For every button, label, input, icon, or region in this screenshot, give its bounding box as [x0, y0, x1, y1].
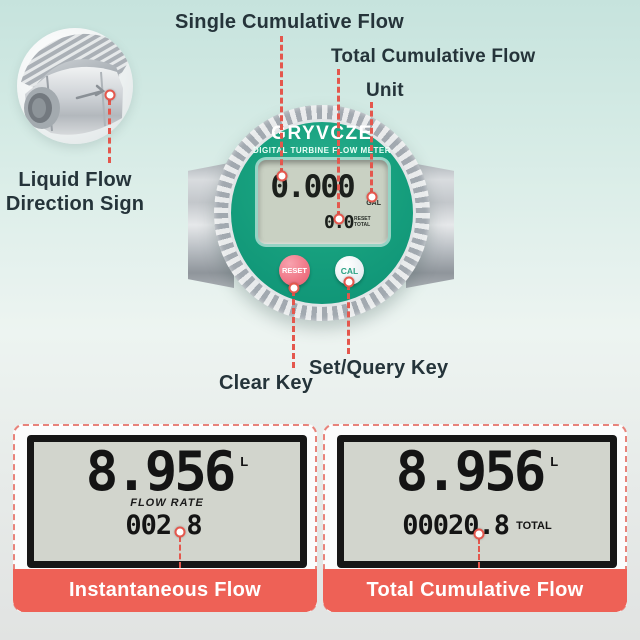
- label-liquid-flow-line2: Direction Sign: [5, 193, 145, 215]
- panel-leader-line: [478, 538, 480, 568]
- leader-dot-clear-key: [288, 282, 300, 294]
- leader-line-single-cumulative: [280, 36, 283, 174]
- flow-direction-inset-photo: [17, 28, 133, 144]
- leader-dot-flow-direction: [104, 89, 116, 101]
- label-liquid-flow-direction: Liquid Flow Direction Sign: [0, 168, 150, 216]
- label-set-query-key: Set/Query Key: [309, 357, 449, 379]
- leader-dot-total-cumulative: [333, 213, 345, 225]
- leader-dot-single-cumulative: [276, 170, 288, 182]
- metal-fitting-illustration: [21, 33, 131, 135]
- instantaneous-flow-banner: Instantaneous Flow: [13, 569, 317, 612]
- flow-direction-arrow-icon: [75, 84, 106, 100]
- label-single-cumulative-flow: Single Cumulative Flow: [175, 11, 404, 33]
- leader-dot-set-query-key: [343, 276, 355, 288]
- label-liquid-flow-line1: Liquid Flow: [18, 169, 132, 191]
- lcd-unit: L: [240, 454, 249, 469]
- leader-line-clear-key: [292, 290, 295, 368]
- device-flag-total: TOTAL: [354, 222, 371, 228]
- label-unit: Unit: [366, 80, 404, 101]
- panel-leader-dot: [174, 526, 186, 538]
- leader-line-unit: [370, 102, 373, 194]
- leader-line-total-cumulative: [337, 69, 340, 217]
- reset-button: RESET: [279, 255, 310, 286]
- instantaneous-flow-panel: 8.956 L FLOW RATE 002.8 Instantaneous Fl…: [13, 424, 317, 612]
- lcd-sub-value: 002.8: [125, 510, 202, 541]
- lcd-screen: 8.956 L FLOW RATE 002.8: [34, 442, 300, 561]
- device-lcd-flags: RESET TOTAL: [354, 216, 371, 228]
- leader-dot-unit: [366, 191, 378, 203]
- lcd-unit: L: [550, 454, 559, 469]
- total-cumulative-flow-panel: 8.956 L 00020.8 TOTAL Total Cumulative F…: [323, 424, 627, 612]
- lcd-frame: 8.956 L 00020.8 TOTAL: [337, 435, 617, 568]
- lcd-main-value: 8.956: [395, 440, 547, 503]
- label-total-cumulative-flow: Total Cumulative Flow: [331, 46, 536, 67]
- panel-leader-dot: [473, 528, 485, 540]
- lcd-screen: 8.956 L 00020.8 TOTAL: [344, 442, 610, 561]
- lcd-sub-suffix: TOTAL: [516, 519, 552, 532]
- lcd-frame: 8.956 L FLOW RATE 002.8: [27, 435, 307, 568]
- device-flag-reset: RESET: [354, 216, 371, 222]
- lcd-mid-label: FLOW RATE: [130, 497, 204, 509]
- lcd-main-value: 8.956: [85, 440, 237, 503]
- brand-name: GRYVCZE: [271, 123, 373, 144]
- panel-leader-line: [179, 536, 181, 568]
- device-unit-indicator: GAL: [366, 200, 381, 207]
- label-clear-key: Clear Key: [219, 372, 314, 394]
- lcd-sub-value: 00020.8: [402, 510, 510, 541]
- leader-line-flow-direction: [108, 99, 111, 163]
- leader-line-set-query-key: [347, 284, 350, 354]
- total-cumulative-flow-banner: Total Cumulative Flow: [323, 569, 627, 612]
- brand-subtitle: DIGITAL TURBINE FLOW METER: [252, 146, 392, 155]
